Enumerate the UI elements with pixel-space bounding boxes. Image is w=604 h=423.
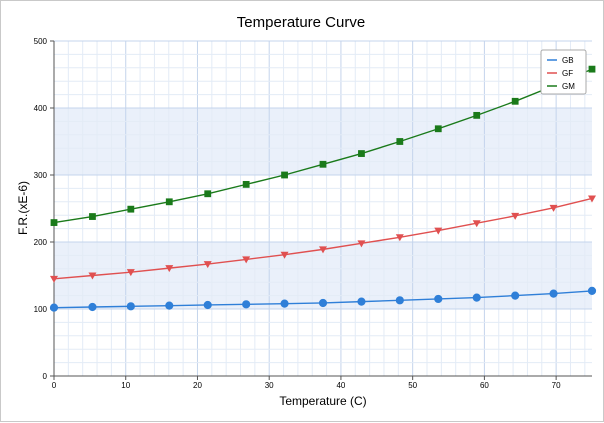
- data-point-gb: [126, 302, 135, 311]
- y-axis-label: F.R.(xE-6): [16, 181, 30, 235]
- data-point-gb: [357, 297, 366, 306]
- data-point-gf: [50, 275, 58, 283]
- data-point-gb: [549, 289, 558, 298]
- legend-box: [540, 49, 587, 95]
- data-point-gf: [357, 240, 366, 248]
- data-point-gm: [319, 160, 327, 168]
- data-point-gb: [318, 298, 328, 308]
- data-point-gf: [88, 272, 97, 280]
- data-point-gm: [473, 111, 481, 119]
- data-point-gm: [204, 190, 212, 198]
- x-tick-label: 50: [408, 381, 417, 390]
- data-point-gm: [165, 198, 173, 206]
- x-tick-label: 20: [193, 381, 202, 390]
- y-tick-label: 100: [34, 305, 48, 314]
- legend-label: GM: [562, 82, 575, 91]
- y-tick-label: 200: [34, 238, 48, 247]
- data-point-gb: [395, 296, 404, 305]
- legend-item-gm[interactable]: GM: [547, 82, 575, 91]
- data-point-gb: [434, 294, 443, 304]
- y-tick-labels: 0 100 200 300 400 500: [34, 37, 54, 381]
- x-tick-label: 40: [336, 381, 345, 390]
- plot-area: [54, 41, 592, 376]
- data-point-gf: [395, 234, 404, 242]
- data-point-gf: [242, 256, 251, 264]
- data-point-gb: [165, 301, 174, 310]
- y-tick-label: 400: [34, 104, 48, 113]
- x-axis-label: Temperature (C): [279, 394, 366, 408]
- data-point-gf: [434, 227, 443, 235]
- legend-item-gf[interactable]: GF: [547, 69, 573, 78]
- data-point-gm: [588, 65, 596, 73]
- data-point-gm: [358, 150, 365, 157]
- data-point-gf: [549, 204, 558, 212]
- legend[interactable]: GB GF GM: [540, 49, 587, 95]
- data-point-gf: [319, 246, 327, 254]
- data-point-gf: [588, 195, 596, 203]
- data-point-gb: [587, 286, 597, 296]
- data-point-gf: [203, 261, 212, 269]
- x-tick-label: 70: [552, 381, 561, 390]
- y-tick-label: 0: [43, 372, 48, 381]
- y-tick-label: 500: [34, 37, 48, 46]
- data-point-gf: [472, 220, 481, 228]
- data-point-gb: [242, 300, 251, 309]
- data-point-gb: [511, 291, 520, 300]
- data-point-gm: [396, 138, 404, 145]
- data-point-gm: [434, 125, 442, 133]
- data-point-gf: [165, 265, 174, 273]
- x-tick-label: 30: [265, 381, 274, 390]
- data-point-gf: [280, 251, 289, 259]
- data-point-gb: [472, 293, 481, 302]
- series-gb: [49, 286, 597, 312]
- legend-item-gb[interactable]: GB: [547, 56, 574, 65]
- data-point-gm: [511, 97, 519, 105]
- series-layer: [49, 65, 597, 312]
- x-tick-label: 10: [121, 381, 130, 390]
- x-tick-labels: 0 10 20 30 40 50 60 70: [52, 376, 561, 390]
- data-point-gm: [89, 213, 96, 220]
- data-point-gm: [127, 205, 135, 213]
- data-point-gf: [511, 212, 520, 220]
- data-point-gf: [126, 269, 135, 277]
- legend-label: GB: [562, 56, 574, 65]
- x-tick-label: 60: [480, 381, 489, 390]
- y-tick-label: 300: [34, 171, 48, 180]
- data-point-gb: [203, 300, 212, 310]
- data-point-gm: [50, 219, 58, 226]
- chart-title: Temperature Curve: [237, 14, 365, 31]
- legend-label: GF: [562, 69, 573, 78]
- data-point-gb: [88, 302, 97, 312]
- data-point-gb: [49, 303, 59, 312]
- data-point-gm: [242, 180, 250, 188]
- series-gf: [50, 195, 596, 283]
- data-point-gm: [281, 171, 288, 179]
- grid-lines: [53, 40, 592, 377]
- x-tick-label: 0: [52, 381, 57, 390]
- data-point-gb: [280, 299, 289, 308]
